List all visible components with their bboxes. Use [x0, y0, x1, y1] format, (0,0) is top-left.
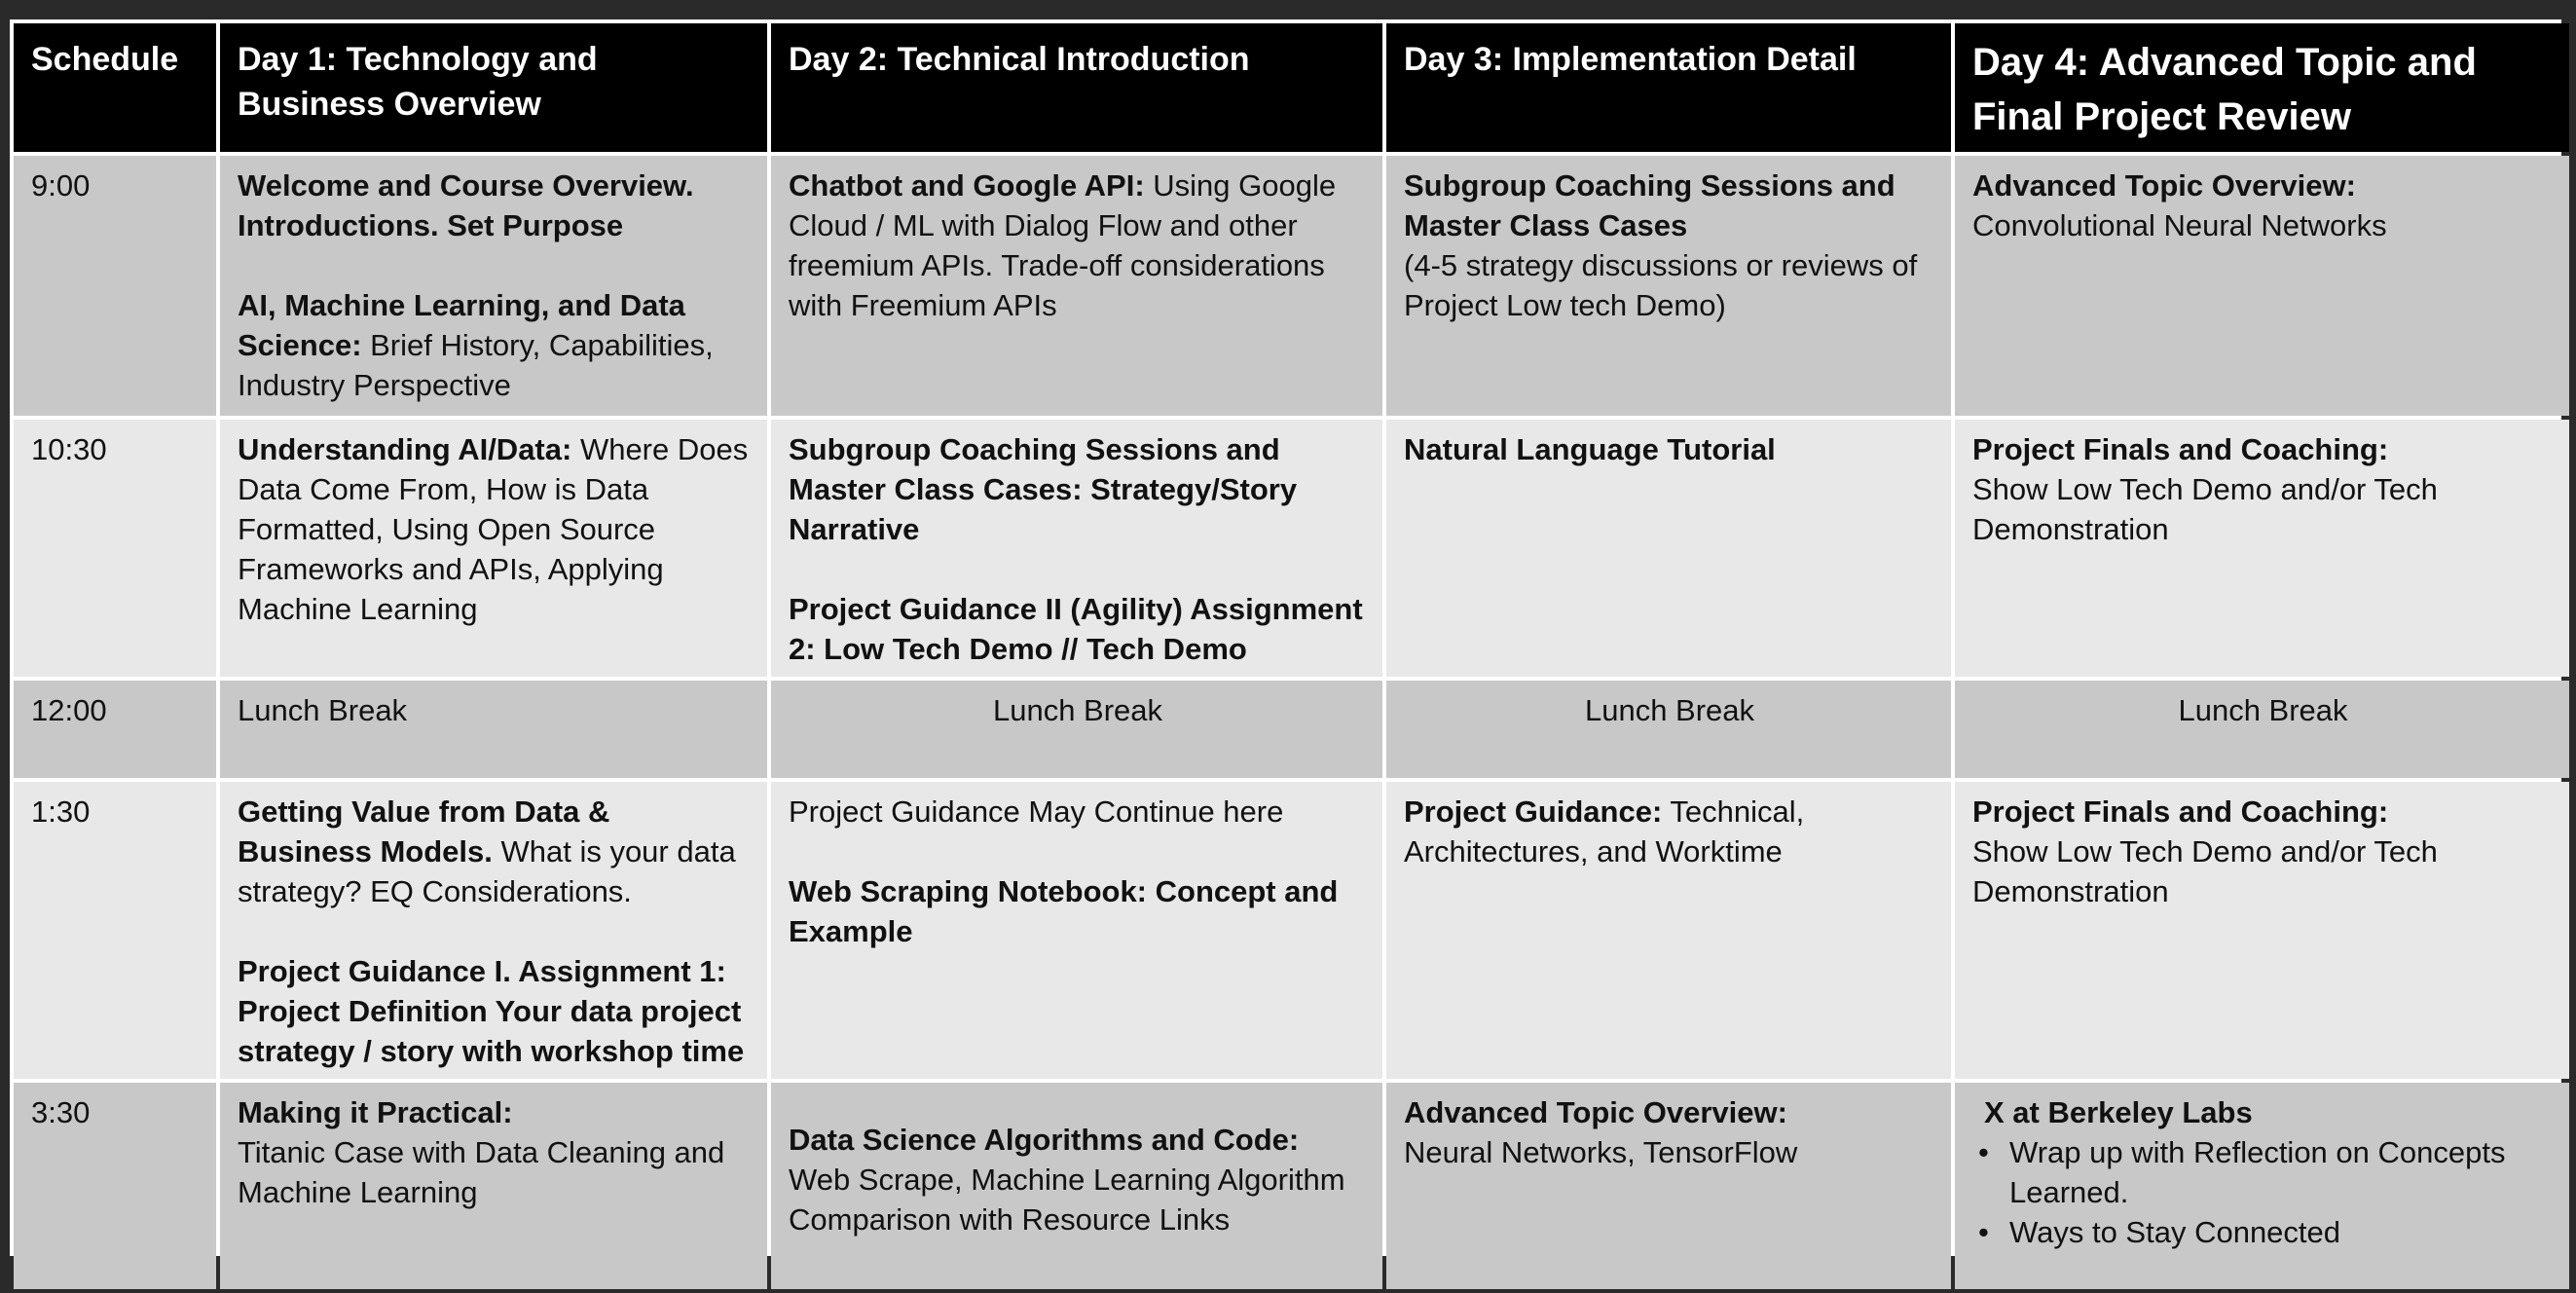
row-10-30: 10:30 Understanding AI/Data: Where Does …	[14, 420, 2569, 677]
session-title: Project Guidance I. Assignment 1: Projec…	[238, 954, 745, 1068]
session-block: AI, Machine Learning, and Data Science: …	[238, 285, 752, 405]
header-row: Schedule Day 1: Technology and Business …	[14, 23, 2569, 152]
time-label: 1:30	[31, 794, 91, 829]
session-text: Convolutional Neural Networks	[1972, 208, 2387, 242]
day2-1-30-cell: Project Guidance May Continue here Web S…	[771, 782, 1382, 1079]
day1-9-00-cell: Welcome and Course Overview. Introductio…	[220, 156, 767, 416]
session-title: AI, Machine Learning, and Data Science:	[238, 288, 685, 362]
day2-lunch-cell: Lunch Break	[771, 681, 1382, 778]
bullet-item: Ways to Stay Connected	[1978, 1212, 2554, 1252]
time-cell: 10:30	[14, 420, 216, 677]
session-title: Project Finals and Coaching:	[1972, 432, 2389, 466]
header-day-4: Day 4: Advanced Topic and Final Project …	[1955, 23, 2569, 152]
day4-3-30-cell: X at Berkeley Labs Wrap up with Reflecti…	[1955, 1083, 2569, 1289]
day4-9-00-cell: Advanced Topic Overview: Convolutional N…	[1955, 156, 2569, 416]
row-12-00: 12:00 Lunch Break Lunch Break Lunch Brea…	[14, 681, 2569, 778]
schedule-table: Schedule Day 1: Technology and Business …	[10, 19, 2573, 1293]
time-label: 10:30	[31, 432, 107, 466]
session-text: (4-5 strategy discussions or reviews of …	[1404, 248, 1918, 322]
session-text: Show Low Tech Demo and/or Tech Demonstra…	[1972, 834, 2438, 908]
header-day-3: Day 3: Implementation Detail	[1386, 23, 1951, 152]
session-title: Natural Language Tutorial	[1404, 432, 1776, 466]
bullet-item: Wrap up with Reflection on Concepts Lear…	[1978, 1132, 2554, 1212]
session-title: Welcome and Course Overview. Introductio…	[238, 168, 694, 242]
day1-3-30-cell: Making it Practical: Titanic Case with D…	[220, 1083, 767, 1289]
day1-lunch-cell: Lunch Break	[220, 681, 767, 778]
time-label: 3:30	[31, 1095, 91, 1129]
session-title: Chatbot and Google API:	[789, 168, 1145, 203]
session-text: Brief History, Capabilities, Industry Pe…	[238, 328, 714, 402]
session-title: Subgroup Coaching Sessions and Master Cl…	[1404, 168, 1895, 242]
session-text: Technical, Architectures, and Worktime	[1404, 794, 1805, 868]
session-title: Getting Value from Data & Business Model…	[238, 794, 610, 868]
session-text: Web Scrape, Machine Learning Algorithm C…	[789, 1163, 1345, 1237]
session-text: Show Low Tech Demo and/or Tech Demonstra…	[1972, 472, 2438, 546]
session-text: Neural Networks, TensorFlow	[1404, 1135, 1798, 1169]
session-title: Making it Practical:	[238, 1095, 513, 1129]
session-title: Data Science Algorithms and Code:	[789, 1123, 1300, 1157]
day1-10-30-cell: Understanding AI/Data: Where Does Data C…	[220, 420, 767, 677]
session-title: Advanced Topic Overview:	[1972, 168, 2356, 203]
day2-9-00-cell: Chatbot and Google API: Using Google Clo…	[771, 156, 1382, 416]
session-text: Where Does Data Come From, How is Data F…	[238, 432, 749, 626]
day3-10-30-cell: Natural Language Tutorial	[1386, 420, 1951, 677]
row-3-30: 3:30 Making it Practical: Titanic Case w…	[14, 1083, 2569, 1289]
time-label: 9:00	[31, 168, 91, 203]
day4-lunch-cell: Lunch Break	[1955, 681, 2569, 778]
session-title: X at Berkeley Labs	[1984, 1095, 2253, 1129]
session-title: Project Guidance:	[1404, 794, 1663, 829]
schedule-slide: Schedule Day 1: Technology and Business …	[10, 19, 2569, 1289]
time-label: 12:00	[31, 693, 107, 727]
session-block: Getting Value from Data & Business Model…	[238, 792, 752, 911]
session-title: Understanding AI/Data:	[238, 432, 572, 466]
session-text: What is your data strategy? EQ Considera…	[238, 834, 736, 908]
session-title: Subgroup Coaching Sessions and Master Cl…	[789, 432, 1298, 546]
session-title: Project Finals and Coaching:	[1972, 794, 2389, 829]
header-day-1: Day 1: Technology and Business Overview	[220, 23, 767, 152]
row-9-00: 9:00 Welcome and Course Overview. Introd…	[14, 156, 2569, 416]
session-title: Advanced Topic Overview:	[1404, 1095, 1787, 1129]
session-text: Using Google Cloud / ML with Dialog Flow…	[789, 168, 1337, 322]
day4-1-30-cell: Project Finals and Coaching: Show Low Te…	[1955, 782, 2569, 1079]
day3-3-30-cell: Advanced Topic Overview: Neural Networks…	[1386, 1083, 1951, 1289]
session-text: Project Guidance May Continue here	[789, 794, 1284, 829]
session-title: Project Guidance II (Agility) Assignment…	[789, 592, 1363, 666]
session-text: Titanic Case with Data Cleaning and Mach…	[238, 1135, 725, 1209]
time-cell: 12:00	[14, 681, 216, 778]
day3-9-00-cell: Subgroup Coaching Sessions and Master Cl…	[1386, 156, 1951, 416]
time-cell: 1:30	[14, 782, 216, 1079]
bullet-list: Wrap up with Reflection on Concepts Lear…	[1972, 1132, 2554, 1252]
day2-10-30-cell: Subgroup Coaching Sessions and Master Cl…	[771, 420, 1382, 677]
header-day-2: Day 2: Technical Introduction	[771, 23, 1382, 152]
header-schedule: Schedule	[14, 23, 216, 152]
day2-3-30-cell: Data Science Algorithms and Code: Web Sc…	[771, 1083, 1382, 1289]
session-title: Web Scraping Notebook: Concept and Examp…	[789, 874, 1339, 948]
day3-1-30-cell: Project Guidance: Technical, Architectur…	[1386, 782, 1951, 1079]
row-1-30: 1:30 Getting Value from Data & Business …	[14, 782, 2569, 1079]
day1-1-30-cell: Getting Value from Data & Business Model…	[220, 782, 767, 1079]
time-cell: 9:00	[14, 156, 216, 416]
day4-10-30-cell: Project Finals and Coaching: Show Low Te…	[1955, 420, 2569, 677]
time-cell: 3:30	[14, 1083, 216, 1289]
day3-lunch-cell: Lunch Break	[1386, 681, 1951, 778]
